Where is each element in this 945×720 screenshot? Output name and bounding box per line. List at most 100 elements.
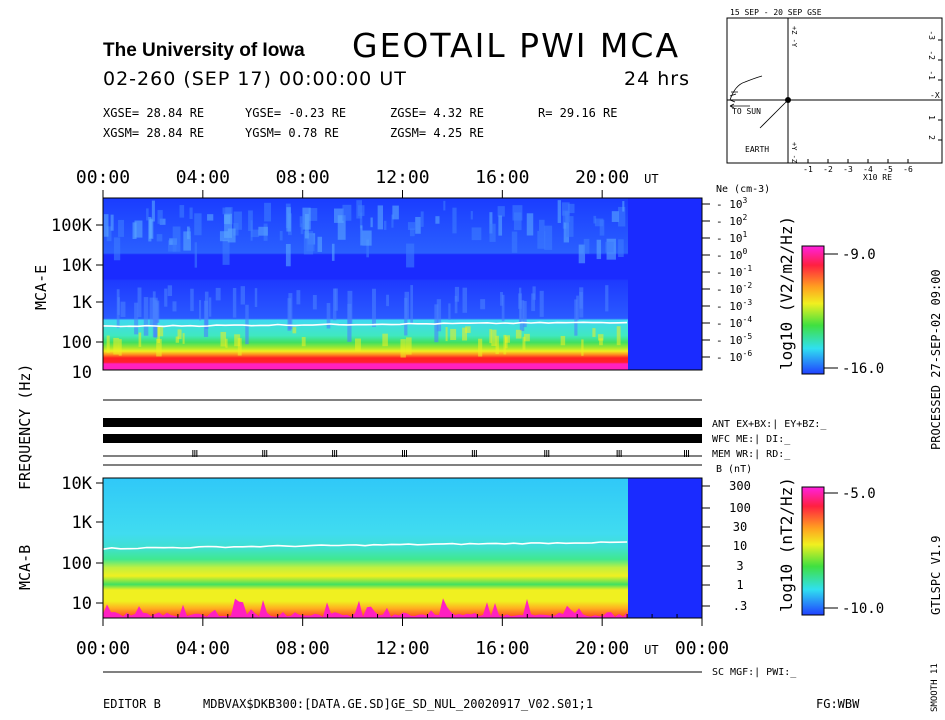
mca-e-streak — [224, 213, 232, 238]
mca-e-streak — [110, 214, 114, 231]
orbit-side-ticks: 2 1 -1 -2 -3 — [927, 30, 942, 141]
mca-e-streak — [132, 222, 137, 240]
bottom-x-tick-label: 08:00 — [276, 638, 330, 659]
mca-e-streak — [538, 219, 545, 232]
mca-e-streak — [407, 222, 416, 230]
mca-b-white-line — [102, 541, 628, 550]
mca-e-low-streak — [579, 291, 583, 309]
top-ut-label: UT — [644, 172, 658, 186]
mca-e-streak — [605, 241, 614, 253]
smooth-label: SMOOTH 11 — [930, 663, 940, 712]
mca-e-streak — [512, 205, 523, 221]
orbit-x-tick-label: -6 — [903, 165, 913, 174]
mca-e-yellow-streak — [382, 333, 388, 347]
mca-e-yellow-streak — [175, 336, 180, 343]
mca-e-streak — [409, 228, 415, 237]
mca-e-yellow-streak — [118, 339, 122, 356]
mca-e-low-streak — [454, 286, 460, 302]
mca-e-yellow-streak — [489, 329, 492, 344]
mca-e-streak — [561, 202, 570, 216]
processed-label: PROCESSED 27-SEP-02 09:00 — [929, 269, 943, 450]
mca-e-y-tick-label: 1K — [72, 293, 93, 313]
mca-e-streak — [194, 242, 198, 268]
mca-e-low-streak — [190, 288, 194, 312]
mca-e-low-streak — [199, 300, 202, 321]
mca-e-streak — [186, 226, 190, 240]
mca-e-low-streak — [531, 293, 536, 312]
mca-e-yellow-streak — [599, 338, 603, 346]
plus-z-label: +Z -Y — [790, 26, 798, 48]
top-x-tick-label: 04:00 — [176, 167, 230, 188]
sun-arrowhead — [729, 103, 735, 109]
mca-e-right-tick-label: - 10-6 — [716, 349, 752, 364]
mca-e-streak — [258, 226, 268, 236]
mca-e-streak — [452, 207, 457, 234]
mca-e-low-streak — [208, 297, 212, 317]
mca-e-yellow-streak — [400, 339, 406, 358]
mca-e-low-streak — [167, 285, 173, 297]
fg-label: FG:WBW — [816, 697, 860, 711]
orbit-x-tick-label: -1 — [803, 165, 813, 174]
mca-e-low-streak — [436, 299, 442, 332]
mca-e-streak — [471, 227, 482, 241]
mca-e-streak — [583, 238, 590, 254]
mca-e-streak — [303, 231, 314, 255]
mca-e-streak — [264, 202, 272, 222]
mca-e-streak — [593, 215, 597, 224]
mca-e-streak — [498, 215, 503, 236]
wfc-bar — [103, 434, 702, 443]
orbit-side-tick-label: -3 — [927, 30, 936, 40]
b-label: B (nT) — [716, 464, 752, 475]
mca-e-low-streak — [164, 288, 168, 307]
mca-e-right-tick-label: - 10-5 — [716, 332, 752, 347]
mca-b-y-tick-label: 1K — [72, 513, 93, 533]
mca-e-yellow-streak — [301, 337, 306, 347]
mca-e-low-streak — [372, 288, 376, 327]
mca-e-streak — [304, 214, 309, 239]
mca-e-right-tick-label: - 100 — [716, 247, 748, 262]
mca-e-streak — [557, 200, 561, 223]
mca-e-right-tick-label: - 101 — [716, 230, 748, 245]
top-x-tick-label: 12:00 — [375, 167, 429, 188]
earth-label: EARTH — [745, 145, 769, 154]
colorbar-b — [801, 486, 825, 616]
orbit-x-tick-label: -5 — [883, 165, 893, 174]
mca-e-streak — [118, 219, 125, 237]
mca-e-low-streak — [143, 297, 149, 336]
bottom-x-tick-label: 04:00 — [176, 638, 230, 659]
mca-e-yellow-streak — [225, 338, 228, 348]
mca-e-streak — [248, 210, 253, 232]
xgse: XGSE= 28.84 RE — [103, 106, 205, 120]
mca-e-yellow-streak — [522, 336, 526, 350]
cbar-b-min: -10.0 — [842, 601, 884, 617]
mca-e-yellow-streak — [560, 335, 566, 346]
mca-e-right-ticks: - 103 - 102 - 101 - 100 - 10-1 - 10-2 - 10-3 - … — [702, 196, 752, 364]
mca-e-streak — [286, 207, 291, 232]
ygsm: YGSM= 0.78 RE — [245, 126, 339, 140]
orbit-frame — [726, 17, 943, 164]
mca-e-yellow-streak — [292, 327, 297, 334]
plot-title: GEOTAIL PWI MCA — [352, 26, 681, 65]
mca-e-low-streak — [232, 287, 237, 318]
mca-e-yellow-streak — [355, 338, 361, 351]
ygse: YGSE= -0.23 RE — [245, 106, 347, 120]
orbit-side-tick-label: -2 — [927, 50, 936, 60]
mca-e-streak — [360, 225, 363, 246]
cbar-b-max: -5.0 — [842, 486, 876, 502]
mca-e-streak — [578, 244, 586, 264]
mca-e-streak — [148, 219, 154, 239]
mca-e-yellow-streak — [616, 326, 621, 346]
mca-e-y-tick-label: 100 — [61, 333, 92, 353]
mca-e-streak — [377, 205, 384, 230]
mca-e-streak — [544, 225, 553, 250]
mca-e-streak — [317, 236, 323, 252]
mca-e-streak — [194, 213, 202, 236]
mca-e-streak — [366, 239, 369, 258]
orbit-side-tick-label: 2 — [927, 135, 936, 140]
mca-e-yellow-streak — [515, 329, 522, 339]
mca-e-yellow-streak — [581, 339, 584, 356]
top-x-tick-label: 16:00 — [475, 167, 529, 188]
mca-e-low-streak — [296, 290, 301, 305]
cbar-e-max: -9.0 — [842, 247, 876, 263]
mca-e-yellow-streak — [156, 338, 162, 357]
